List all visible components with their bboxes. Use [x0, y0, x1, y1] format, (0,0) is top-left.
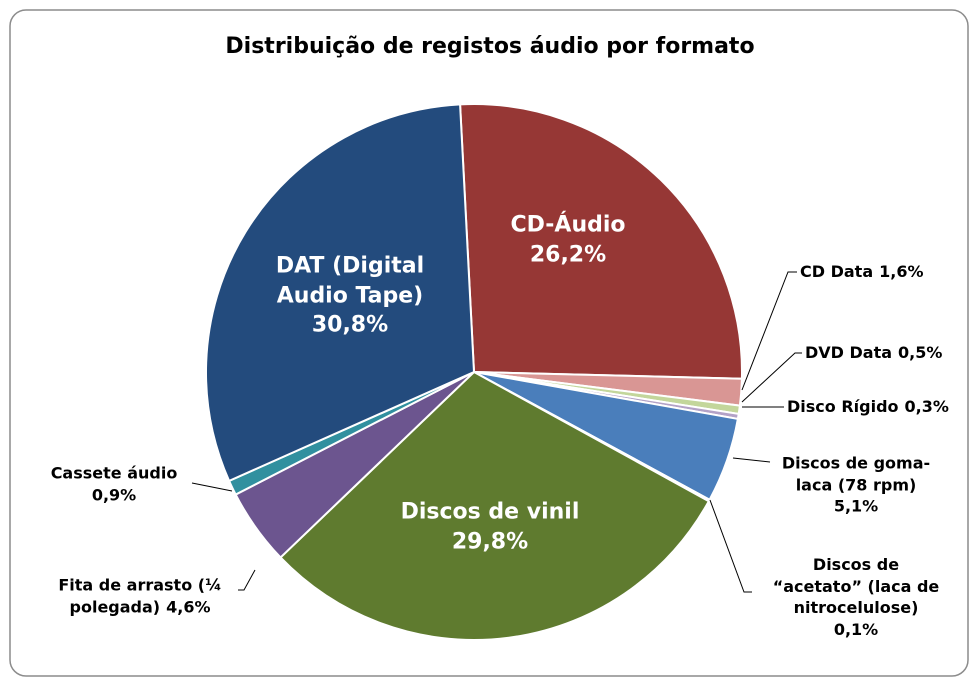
label-name: DVD Data: [805, 343, 893, 363]
leader-line: [238, 569, 256, 591]
label-name: Discos de “acetato” (laca de nitrocelulo…: [772, 554, 940, 617]
pie-slice: [205, 103, 476, 483]
label-name: Discos de vinil: [400, 499, 580, 525]
data-label: DAT (Digital Audio Tape) 30,8%: [265, 251, 435, 340]
pie-slice: [459, 103, 743, 380]
data-label: Discos de “acetato” (laca de nitrocelulo…: [769, 554, 944, 640]
data-label: Cassete áudio 0,9%: [39, 462, 189, 505]
label-value: 4,6%: [166, 597, 211, 616]
label-name: DAT (Digital Audio Tape): [275, 253, 425, 309]
data-label: Disco Rígido 0,3%: [787, 396, 949, 418]
leader-line: [191, 482, 233, 492]
chart-title: Distribuição de registos áudio por forma…: [225, 34, 755, 59]
data-label: DVD Data 0,5%: [805, 342, 942, 364]
leader-line: [741, 352, 802, 403]
label-value: 0,1%: [833, 619, 879, 639]
label-value: 29,8%: [451, 529, 529, 554]
label-name: Discos de goma-laca (78 rpm): [781, 453, 931, 495]
pie-slice: [279, 370, 711, 641]
label-value: 1,6%: [879, 262, 924, 282]
data-label: CD Data 1,6%: [800, 261, 924, 283]
label-value: 26,2%: [529, 242, 607, 267]
label-value: 0,3%: [904, 397, 949, 417]
label-name: Fita de arrasto (¼ polegada): [58, 575, 222, 616]
label-value: 0,5%: [898, 343, 943, 363]
leader-line: [732, 457, 771, 463]
data-label: Discos de vinil 29,8%: [380, 497, 600, 556]
leader-line: [741, 271, 797, 391]
data-label: Discos de goma-laca (78 rpm) 5,1%: [771, 453, 941, 518]
data-label: CD-Áudio 26,2%: [488, 210, 648, 269]
label-value: 5,1%: [833, 496, 879, 516]
label-name: Cassete áudio: [50, 463, 178, 483]
label-value: 30,8%: [311, 312, 389, 338]
data-label: Fita de arrasto (¼ polegada) 4,6%: [35, 574, 245, 617]
label-name: Disco Rígido: [787, 397, 899, 417]
leader-line: [709, 499, 752, 593]
label-name: CD-Áudio: [510, 212, 626, 238]
label-value: 0,9%: [91, 485, 137, 504]
label-name: CD Data: [800, 262, 874, 282]
